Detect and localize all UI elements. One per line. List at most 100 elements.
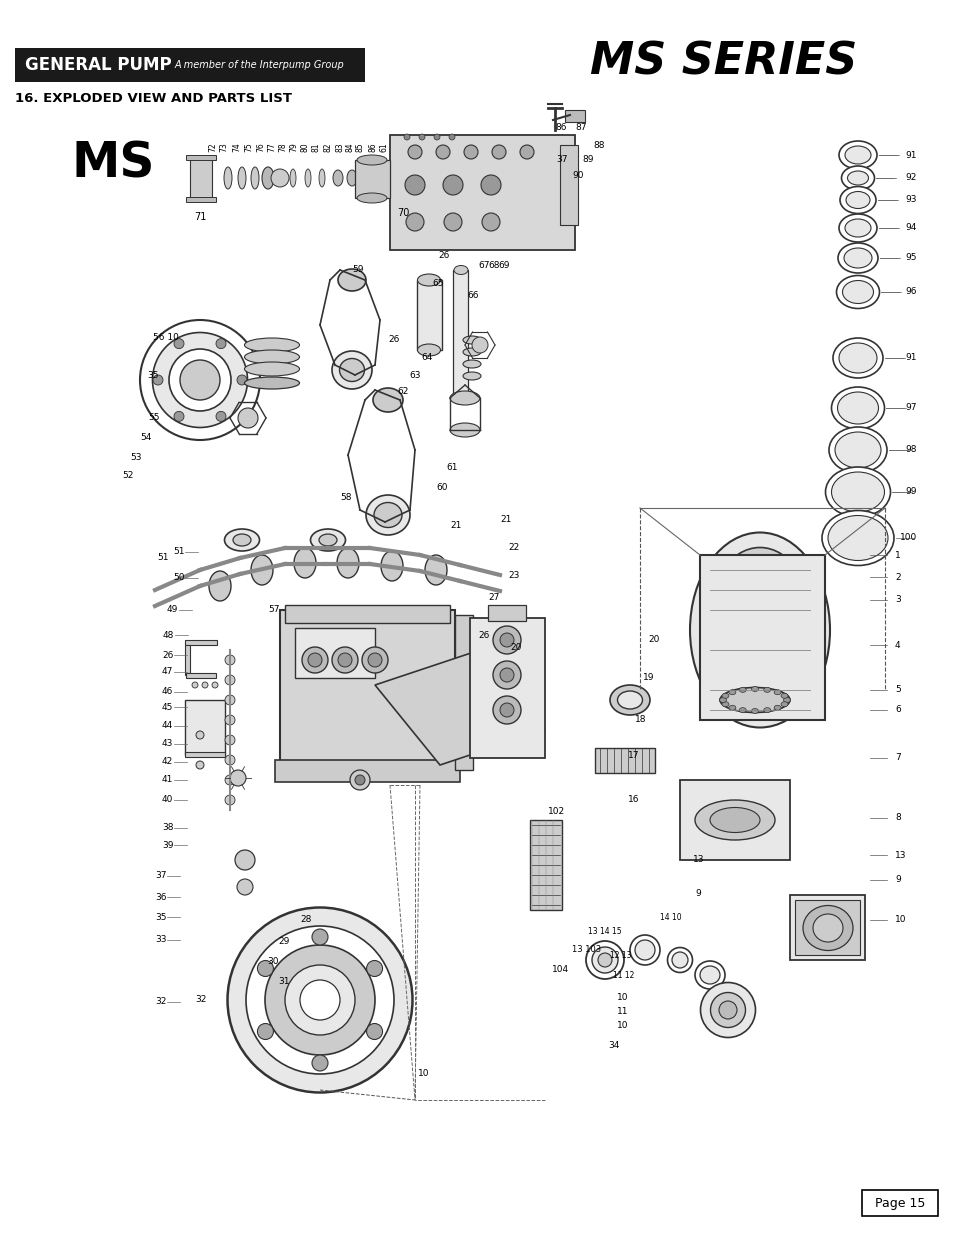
- Text: 76: 76: [256, 142, 265, 152]
- Ellipse shape: [719, 698, 726, 703]
- Ellipse shape: [299, 981, 339, 1020]
- Text: 70: 70: [396, 207, 409, 219]
- Bar: [679, 781, 789, 860]
- Bar: [355, 161, 390, 198]
- Ellipse shape: [704, 547, 814, 713]
- Ellipse shape: [781, 693, 787, 698]
- Text: 102: 102: [547, 808, 564, 816]
- Circle shape: [230, 769, 246, 785]
- Text: A member of the Interpump Group: A member of the Interpump Group: [174, 61, 344, 70]
- Text: 3: 3: [894, 595, 900, 604]
- Bar: [559, 144, 578, 225]
- Ellipse shape: [237, 167, 246, 189]
- Text: 69: 69: [497, 261, 509, 269]
- Circle shape: [434, 135, 439, 140]
- Ellipse shape: [285, 965, 355, 1035]
- Circle shape: [225, 695, 234, 705]
- Text: 39: 39: [162, 841, 173, 850]
- Ellipse shape: [246, 926, 394, 1074]
- Text: 5: 5: [894, 685, 900, 694]
- Bar: [453, 270, 468, 400]
- Text: 54: 54: [140, 433, 152, 442]
- Ellipse shape: [609, 685, 649, 715]
- Bar: [530, 820, 561, 910]
- Circle shape: [312, 929, 328, 945]
- Circle shape: [405, 175, 424, 195]
- Ellipse shape: [763, 708, 770, 713]
- Text: 27: 27: [488, 594, 498, 603]
- Ellipse shape: [180, 359, 220, 400]
- Circle shape: [443, 212, 461, 231]
- Circle shape: [308, 653, 322, 667]
- Text: 45: 45: [162, 703, 173, 711]
- Ellipse shape: [838, 214, 876, 242]
- Bar: [470, 618, 544, 758]
- Text: 9: 9: [894, 876, 900, 884]
- Polygon shape: [375, 650, 544, 764]
- Text: 85: 85: [355, 142, 364, 152]
- Ellipse shape: [845, 191, 869, 209]
- Ellipse shape: [709, 808, 760, 832]
- Text: 97: 97: [904, 404, 916, 412]
- Ellipse shape: [169, 350, 231, 411]
- Text: 35: 35: [147, 370, 158, 379]
- Bar: [185, 700, 225, 755]
- Text: 94: 94: [904, 224, 916, 232]
- Ellipse shape: [773, 689, 781, 695]
- Circle shape: [481, 212, 499, 231]
- Circle shape: [192, 682, 198, 688]
- Text: 33: 33: [154, 935, 167, 945]
- Circle shape: [499, 634, 514, 647]
- Bar: [186, 673, 215, 678]
- Text: 18: 18: [635, 715, 646, 725]
- Text: 61: 61: [379, 142, 388, 152]
- Text: 26: 26: [437, 251, 449, 259]
- Ellipse shape: [337, 269, 366, 291]
- Text: 13: 13: [692, 856, 703, 864]
- Ellipse shape: [700, 966, 720, 984]
- Text: 17: 17: [627, 751, 639, 760]
- Bar: [455, 615, 473, 769]
- Text: 23: 23: [507, 571, 518, 579]
- Ellipse shape: [841, 280, 873, 304]
- Text: 13 14 15: 13 14 15: [587, 927, 621, 936]
- Text: 13: 13: [894, 851, 905, 860]
- Ellipse shape: [454, 266, 468, 274]
- Ellipse shape: [782, 698, 790, 703]
- Ellipse shape: [695, 961, 724, 989]
- Bar: [186, 156, 215, 161]
- Circle shape: [418, 135, 424, 140]
- Ellipse shape: [728, 689, 735, 695]
- Text: 77: 77: [267, 142, 276, 152]
- Bar: [595, 748, 655, 773]
- Text: 91: 91: [904, 151, 916, 159]
- Text: 11: 11: [617, 1008, 628, 1016]
- Circle shape: [449, 135, 455, 140]
- Ellipse shape: [294, 548, 315, 578]
- Text: 37: 37: [154, 872, 167, 881]
- Ellipse shape: [244, 338, 299, 352]
- Ellipse shape: [844, 146, 870, 164]
- Text: 93: 93: [904, 195, 916, 205]
- Ellipse shape: [244, 362, 299, 375]
- Circle shape: [152, 375, 163, 385]
- Ellipse shape: [379, 170, 390, 186]
- Ellipse shape: [450, 391, 479, 405]
- Ellipse shape: [671, 952, 687, 968]
- Ellipse shape: [140, 320, 260, 440]
- Circle shape: [225, 655, 234, 664]
- Ellipse shape: [844, 219, 870, 237]
- Bar: [862, 1191, 937, 1216]
- Text: MS SERIES: MS SERIES: [589, 41, 857, 84]
- Text: 1: 1: [894, 551, 900, 559]
- Text: 51: 51: [157, 553, 169, 562]
- Text: 36: 36: [154, 893, 167, 902]
- Text: 60: 60: [436, 483, 447, 492]
- Ellipse shape: [667, 947, 692, 972]
- FancyBboxPatch shape: [15, 48, 365, 82]
- Text: 8: 8: [894, 814, 900, 823]
- Ellipse shape: [846, 170, 867, 185]
- Circle shape: [499, 668, 514, 682]
- Ellipse shape: [318, 169, 325, 186]
- Text: 66: 66: [467, 290, 478, 300]
